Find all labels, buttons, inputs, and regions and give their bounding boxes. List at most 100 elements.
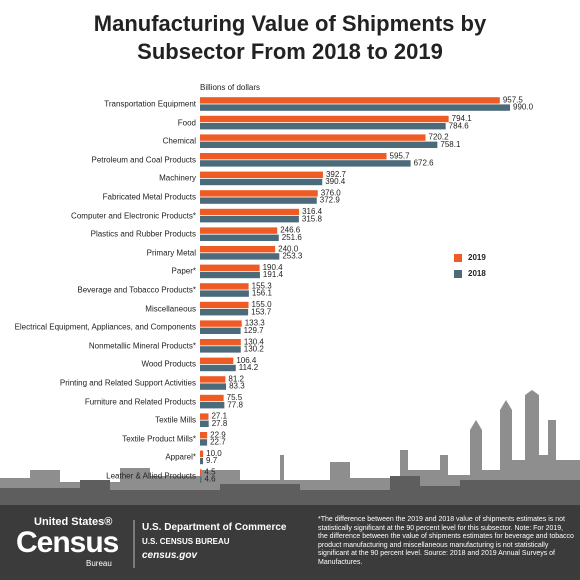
value-label: 251.6 bbox=[282, 233, 303, 242]
category-label: Fabricated Metal Products bbox=[102, 192, 196, 202]
value-label: 27.8 bbox=[212, 419, 228, 428]
bar bbox=[200, 123, 446, 130]
value-label: 392.7 bbox=[326, 170, 347, 179]
bar bbox=[200, 283, 249, 290]
logo-bottom: Bureau bbox=[86, 559, 112, 568]
category-label: Computer and Electronic Products* bbox=[71, 211, 196, 221]
skyline-front bbox=[0, 476, 580, 505]
department: U.S. Department of Commerce bbox=[142, 522, 287, 533]
value-label: 153.7 bbox=[251, 307, 272, 316]
value-label: 315.8 bbox=[302, 214, 323, 223]
bar bbox=[200, 339, 241, 346]
value-label: 240.0 bbox=[278, 244, 299, 253]
bar bbox=[200, 160, 411, 167]
bar bbox=[200, 234, 279, 241]
bar bbox=[200, 253, 280, 260]
footer-band bbox=[0, 505, 580, 580]
bar bbox=[200, 271, 260, 279]
value-label: 22.9 bbox=[210, 430, 226, 439]
category-label: Petroleum and Coal Products bbox=[91, 155, 197, 165]
bar bbox=[200, 216, 299, 223]
bureau: U.S. CENSUS BUREAU bbox=[142, 537, 230, 546]
bar bbox=[200, 134, 426, 141]
bar bbox=[200, 364, 236, 372]
value-label: 129.7 bbox=[244, 326, 265, 335]
bar bbox=[200, 476, 202, 483]
category-label: Plastics and Rubber Products bbox=[90, 229, 196, 239]
value-label: 376.0 bbox=[321, 189, 342, 198]
value-label: 155.3 bbox=[252, 282, 273, 291]
value-label: 390.4 bbox=[325, 177, 346, 186]
bar bbox=[200, 402, 225, 409]
bar bbox=[200, 394, 224, 402]
value-label: 758.1 bbox=[440, 140, 461, 149]
bar bbox=[200, 432, 208, 439]
bar bbox=[200, 376, 226, 383]
bar bbox=[200, 309, 249, 316]
value-label: 720.2 bbox=[429, 133, 450, 142]
value-label: 4.6 bbox=[204, 475, 216, 484]
value-label: 784.6 bbox=[449, 121, 470, 130]
value-label: 9.7 bbox=[206, 456, 218, 465]
bar bbox=[200, 104, 510, 111]
value-label: 672.6 bbox=[414, 159, 435, 168]
legend-label: 2019 bbox=[468, 253, 486, 262]
bar bbox=[200, 246, 276, 253]
value-label: 10.0 bbox=[206, 449, 222, 458]
bar bbox=[200, 178, 323, 186]
category-label: Transportation Equipment bbox=[104, 99, 196, 109]
footnote: *The difference between the 2019 and 201… bbox=[318, 516, 574, 566]
value-label: 190.4 bbox=[263, 263, 284, 272]
category-label: Beverage and Tobacco Products* bbox=[77, 285, 196, 295]
legend-label: 2018 bbox=[468, 269, 486, 278]
skyline bbox=[0, 390, 580, 505]
bar bbox=[200, 301, 249, 309]
bar bbox=[200, 208, 300, 216]
category-label: Food bbox=[177, 118, 196, 128]
value-label: 130.2 bbox=[244, 345, 265, 354]
bar bbox=[200, 320, 242, 327]
value-label: 83.3 bbox=[229, 382, 245, 391]
bar bbox=[200, 171, 323, 178]
value-label: 957.5 bbox=[503, 96, 524, 105]
value-label: 22.7 bbox=[210, 438, 226, 447]
bar bbox=[200, 264, 260, 271]
bar bbox=[200, 450, 204, 457]
bar bbox=[200, 153, 387, 160]
category-label: Primary Metal bbox=[146, 248, 196, 258]
category-label: Textile Product Mills* bbox=[122, 434, 196, 444]
value-label: 130.4 bbox=[244, 337, 265, 346]
value-label: 4.5 bbox=[204, 468, 216, 477]
category-label: Paper* bbox=[171, 266, 196, 276]
value-label: 191.4 bbox=[263, 270, 284, 279]
bar bbox=[200, 227, 278, 234]
value-label: 75.5 bbox=[227, 393, 243, 402]
chart-title: Manufacturing Value of Shipments by Subs… bbox=[93, 11, 487, 64]
bar bbox=[200, 413, 209, 420]
website: census.gov bbox=[142, 550, 198, 561]
value-label: 114.2 bbox=[239, 363, 259, 372]
value-label: 595.7 bbox=[390, 151, 411, 160]
bar bbox=[200, 439, 208, 446]
value-label: 27.1 bbox=[211, 412, 227, 421]
bar bbox=[200, 290, 249, 297]
bar bbox=[200, 197, 317, 204]
category-label: Miscellaneous bbox=[145, 304, 196, 314]
value-label: 253.3 bbox=[282, 252, 303, 261]
value-label: 106.4 bbox=[236, 356, 257, 365]
bar bbox=[200, 469, 202, 476]
bar bbox=[200, 357, 234, 364]
bar bbox=[200, 190, 318, 197]
value-label: 81.2 bbox=[228, 375, 244, 384]
category-label: Machinery bbox=[159, 173, 196, 183]
units-label: Billions of dollars bbox=[200, 83, 260, 92]
category-label: Leather & Allied Products bbox=[106, 471, 196, 481]
category-label: Electrical Equipment, Appliances, and Co… bbox=[14, 322, 196, 332]
logo-top: United States® bbox=[34, 516, 113, 528]
category-label: Chemical bbox=[162, 136, 196, 146]
bar bbox=[200, 141, 438, 148]
category-label: Furniture and Related Products bbox=[84, 397, 196, 407]
logo-main: Census bbox=[16, 526, 119, 559]
